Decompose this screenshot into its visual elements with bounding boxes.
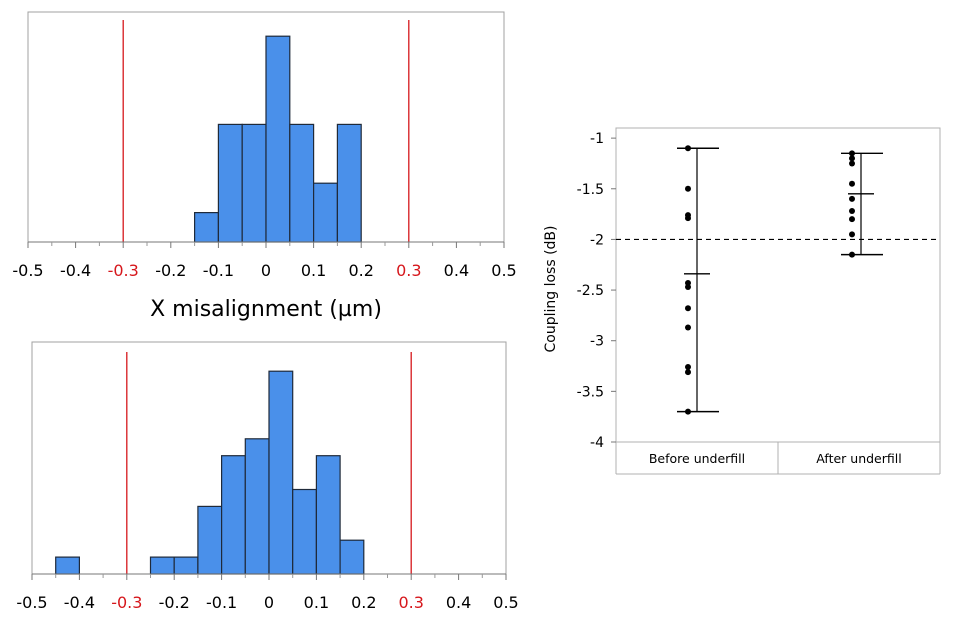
h2-bar <box>149 556 175 575</box>
h1-bar <box>265 35 291 243</box>
plot3-y-tick-label: -4 <box>590 435 604 451</box>
h2-bar <box>173 556 199 575</box>
data-point <box>849 155 855 162</box>
h1-bar <box>241 123 267 243</box>
h2-tick-label: 0.2 <box>351 593 376 612</box>
h2-tick-label: 0.5 <box>493 593 518 612</box>
coupling-loss-plot: -1 -1.5 -2 -2.5 -3 -3.5 -4 Before underfill Aft… <box>543 127 941 475</box>
h2-bar <box>268 370 294 575</box>
data-point <box>849 216 855 223</box>
h2-bar <box>244 438 270 575</box>
data-point <box>685 408 691 415</box>
category-label: Before underfill <box>649 451 745 466</box>
h2-bar <box>292 488 318 575</box>
h2-bar <box>315 455 341 575</box>
plot3-y-tick-label: -3.5 <box>577 384 604 400</box>
h1-tick-label: 0.5 <box>491 261 516 280</box>
h1-tick-label: -0.3 <box>108 261 139 280</box>
plot3-y-tick-label: -3 <box>590 334 604 350</box>
y-misalignment-histogram: -0.5 -0.4 -0.3 -0.2 -0.1 0 0.1 0.2 0.3 0.4 0.5 <box>16 341 519 612</box>
group-after-underfill <box>841 150 883 258</box>
category-label: After underfill <box>816 451 901 466</box>
h2-tick-label: -0.5 <box>16 593 47 612</box>
data-point <box>849 195 855 202</box>
h2-tick-label: -0.1 <box>206 593 237 612</box>
h1-tick-label: -0.2 <box>155 261 186 280</box>
h1-bar <box>313 182 339 243</box>
group-before-underfill <box>677 145 719 415</box>
data-point <box>685 185 691 192</box>
data-point <box>685 364 691 371</box>
plot3-frame <box>615 127 941 443</box>
h1-bar <box>194 212 220 243</box>
h2-bar <box>55 556 81 575</box>
h1-tick-label: -0.1 <box>203 261 234 280</box>
plot3-y-tick-label: -1 <box>590 131 604 147</box>
hist1-x-title: X misalignment (µm) <box>150 297 382 322</box>
h2-tick-label: -0.4 <box>64 593 95 612</box>
h2-bar <box>339 539 365 575</box>
data-point <box>849 150 855 157</box>
h2-tick-label: 0.4 <box>446 593 471 612</box>
plot3-y-tick-label: -2 <box>590 232 604 248</box>
h2-tick-label: -0.2 <box>159 593 190 612</box>
data-point <box>849 251 855 258</box>
h1-tick-label: -0.5 <box>12 261 43 280</box>
h2-bar <box>221 455 246 575</box>
h1-bar <box>336 123 362 243</box>
h2-bar <box>197 505 223 575</box>
data-point <box>849 231 855 238</box>
data-point <box>685 145 691 152</box>
plot3-y-tick-label: -1.5 <box>577 182 604 198</box>
h1-bar <box>217 123 243 243</box>
h1-tick-label: 0.3 <box>396 261 421 280</box>
h1-tick-label: 0.1 <box>301 261 326 280</box>
h2-tick-label: 0 <box>264 593 274 612</box>
h1-tick-label: -0.4 <box>60 261 91 280</box>
data-point <box>685 369 691 376</box>
h2-tick-label: 0.3 <box>398 593 423 612</box>
x-misalignment-histogram: -0.5 -0.4 -0.3 -0.2 -0.1 0 0.1 0.2 0.3 0.4 0.5 X m… <box>12 11 517 322</box>
h1-tick-label: 0 <box>261 261 271 280</box>
plot3-y-tick-label: -2.5 <box>577 283 604 299</box>
data-point <box>849 160 855 167</box>
plot3-y-title: Coupling loss (dB) <box>543 226 559 353</box>
h2-tick-label: -0.3 <box>111 593 142 612</box>
data-point <box>849 208 855 215</box>
h1-tick-label: 0.2 <box>348 261 373 280</box>
h2-tick-label: 0.1 <box>304 593 329 612</box>
data-point <box>685 324 691 331</box>
data-point <box>685 284 691 291</box>
h1-tick-label: 0.4 <box>444 261 469 280</box>
h1-bar <box>289 123 315 243</box>
data-point <box>685 215 691 222</box>
data-point <box>685 305 691 312</box>
data-point <box>849 180 855 187</box>
